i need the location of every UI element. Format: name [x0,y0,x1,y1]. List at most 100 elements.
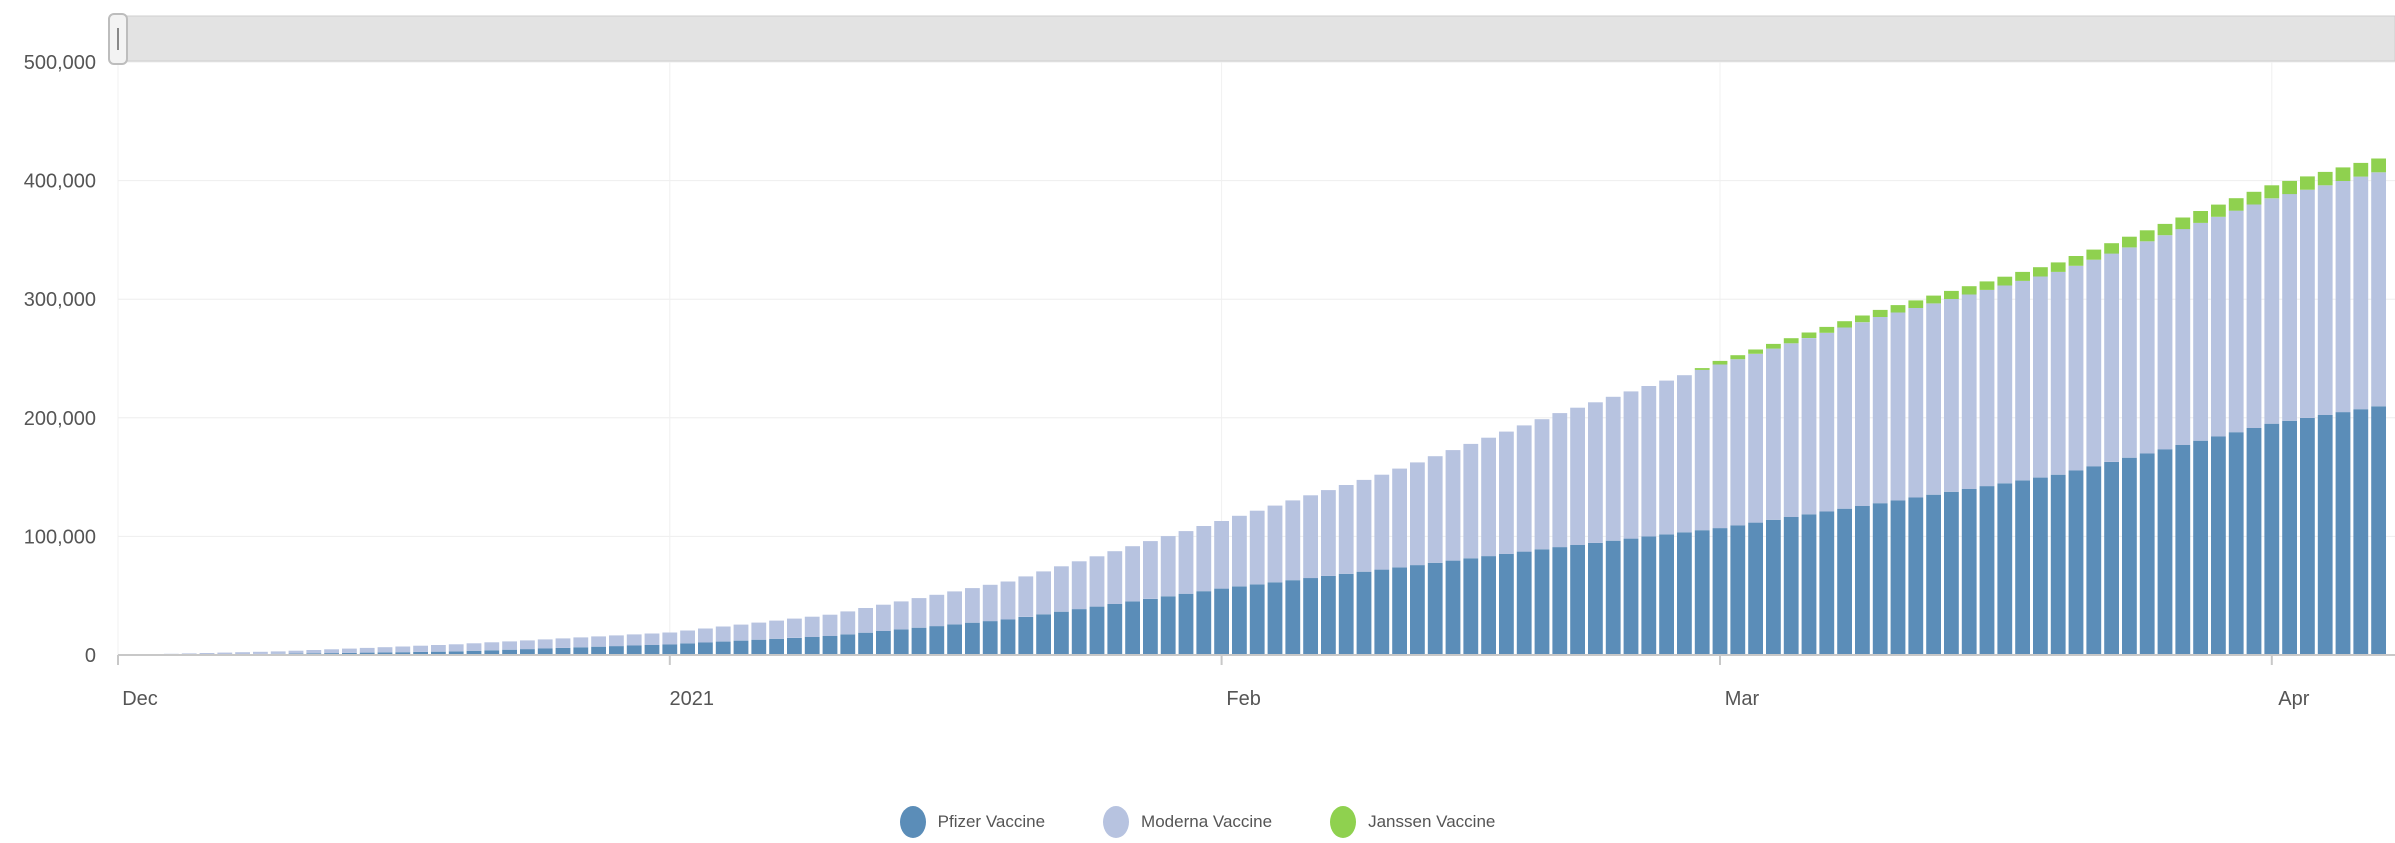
bar-segment-pfizer[interactable] [947,624,962,655]
bar-segment-moderna[interactable] [1000,581,1016,620]
bar-segment-pfizer[interactable] [929,626,945,655]
bar-segment-moderna[interactable] [2157,235,2173,450]
bar-segment-pfizer[interactable] [1036,614,1051,655]
bar-segment-moderna[interactable] [253,651,268,654]
bar-segment-moderna[interactable] [377,647,393,653]
bar-segment-moderna[interactable] [1374,474,1390,570]
bar-segment-moderna[interactable] [1410,462,1425,566]
bar-segment-janssen[interactable] [2086,249,2102,260]
bar-segment-pfizer[interactable] [609,646,624,655]
bar-segment-moderna[interactable] [893,601,909,630]
bar-segment-moderna[interactable] [1196,526,1212,592]
bar-segment-pfizer[interactable] [1018,616,1034,655]
bar-segment-pfizer[interactable] [893,629,909,655]
bar-segment-pfizer[interactable] [2050,474,2066,655]
bar-segment-pfizer[interactable] [591,646,606,655]
bar-segment-janssen[interactable] [1801,332,1817,339]
bar-segment-moderna[interactable] [2335,181,2351,413]
bar-segment-moderna[interactable] [1232,515,1247,587]
bar-segment-moderna[interactable] [1605,396,1621,541]
bar-segment-moderna[interactable] [911,598,927,628]
bar-segment-moderna[interactable] [1125,546,1140,602]
bar-segment-moderna[interactable] [1926,303,1941,495]
bar-segment-janssen[interactable] [1926,295,1941,304]
bar-segment-pfizer[interactable] [1677,532,1692,655]
bar-segment-moderna[interactable] [1588,402,1603,543]
bar-segment-pfizer[interactable] [1961,489,1977,655]
bar-segment-moderna[interactable] [1392,468,1407,568]
bar-segment-pfizer[interactable] [1979,486,1995,655]
bar-segment-moderna[interactable] [1249,510,1265,585]
bar-segment-moderna[interactable] [1908,308,1924,498]
bar-segment-pfizer[interactable] [982,621,998,655]
bar-segment-pfizer[interactable] [2211,436,2226,656]
bar-segment-pfizer[interactable] [1534,549,1550,655]
bar-segment-pfizer[interactable] [1410,565,1425,655]
bar-segment-moderna[interactable] [2371,172,2386,407]
bar-segment-janssen[interactable] [2175,217,2191,230]
bar-segment-pfizer[interactable] [1374,569,1390,655]
bar-segment-pfizer[interactable] [2193,440,2208,655]
bar-segment-pfizer[interactable] [1427,562,1443,655]
bar-segment-pfizer[interactable] [502,649,517,655]
bar-segment-moderna[interactable] [769,620,784,639]
bar-segment-moderna[interactable] [466,643,482,651]
bar-segment-pfizer[interactable] [1605,540,1621,655]
bar-segment-moderna[interactable] [2068,265,2084,471]
bar-segment-pfizer[interactable] [2264,423,2280,655]
bar-segment-janssen[interactable] [2228,198,2244,211]
bar-segment-moderna[interactable] [217,652,233,655]
bar-segment-moderna[interactable] [787,618,802,638]
bar-segment-moderna[interactable] [413,645,428,652]
bar-segment-moderna[interactable] [2193,222,2208,441]
bar-segment-moderna[interactable] [306,650,322,654]
bar-segment-pfizer[interactable] [1570,545,1585,655]
bar-segment-moderna[interactable] [591,636,606,647]
bar-segment-moderna[interactable] [1766,348,1781,520]
bar-segment-janssen[interactable] [2122,236,2137,248]
bar-segment-pfizer[interactable] [1303,578,1318,655]
bar-segment-pfizer[interactable] [1249,584,1265,655]
bar-segment-moderna[interactable] [662,632,678,645]
bar-segment-pfizer[interactable] [1819,511,1835,656]
bar-segment-moderna[interactable] [484,642,500,651]
bar-segment-moderna[interactable] [698,628,713,643]
bar-segment-pfizer[interactable] [1321,575,1336,655]
range-navigator[interactable] [108,13,2395,65]
bar-segment-janssen[interactable] [2068,256,2084,266]
bar-segment-pfizer[interactable] [466,650,482,655]
bar-segment-pfizer[interactable] [733,640,749,655]
bar-segment-moderna[interactable] [270,651,286,654]
bar-segment-moderna[interactable] [431,645,446,652]
bar-segment-pfizer[interactable] [448,651,464,655]
bar-segment-pfizer[interactable] [377,652,393,655]
bar-segment-moderna[interactable] [858,608,873,633]
bar-segment-pfizer[interactable] [2122,457,2137,655]
bar-segment-moderna[interactable] [1160,536,1176,597]
bar-segment-moderna[interactable] [1303,495,1318,579]
bar-segment-pfizer[interactable] [555,647,571,655]
bar-segment-pfizer[interactable] [1107,604,1123,655]
bar-segment-moderna[interactable] [1178,531,1194,594]
bar-segment-moderna[interactable] [181,653,197,655]
bar-segment-pfizer[interactable] [1659,534,1674,655]
bar-segment-moderna[interactable] [2175,229,2191,445]
bar-segment-pfizer[interactable] [1944,491,1959,655]
bar-segment-moderna[interactable] [324,649,339,654]
bar-segment-janssen[interactable] [2193,211,2208,223]
legend-item-pfizer[interactable]: Pfizer Vaccine [899,806,1045,838]
bar-segment-moderna[interactable] [1356,479,1372,572]
bar-segment-janssen[interactable] [2246,191,2262,205]
bar-segment-pfizer[interactable] [698,642,713,656]
bar-segment-moderna[interactable] [1516,425,1532,552]
bar-segment-pfizer[interactable] [662,644,678,655]
bar-segment-janssen[interactable] [1908,300,1924,308]
bar-segment-pfizer[interactable] [1908,497,1924,656]
bar-segment-pfizer[interactable] [751,639,767,655]
bar-segment-janssen[interactable] [1979,281,1995,290]
bar-segment-moderna[interactable] [2211,216,2226,437]
bar-segment-janssen[interactable] [2033,267,2048,277]
bar-segment-moderna[interactable] [359,647,375,653]
bar-segment-moderna[interactable] [1481,437,1496,557]
bar-segment-pfizer[interactable] [2086,466,2102,655]
